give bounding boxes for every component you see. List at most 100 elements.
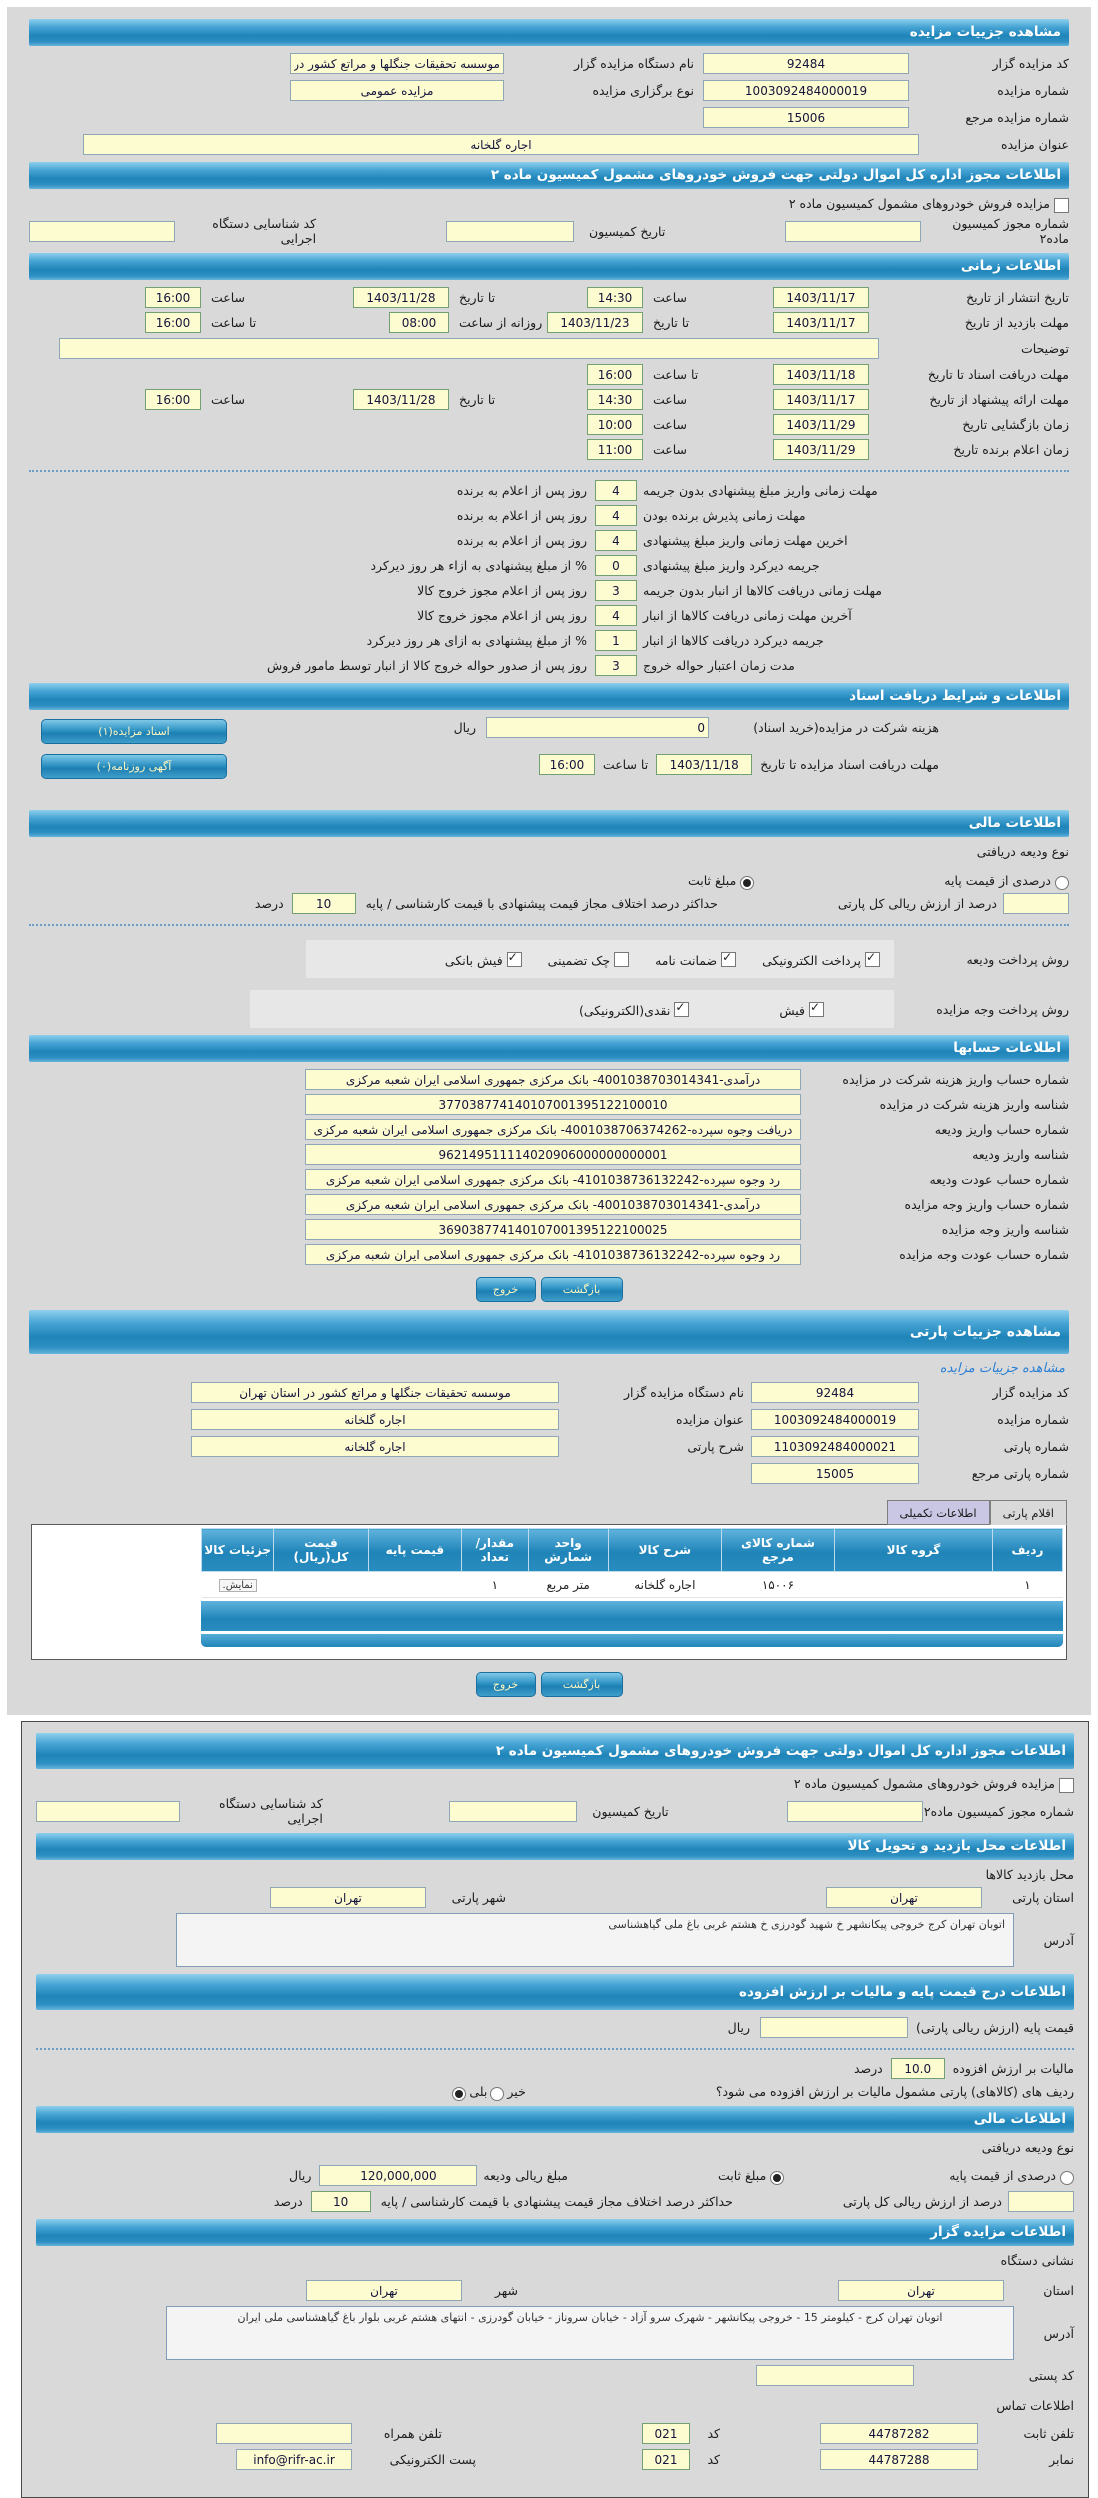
vat-input[interactable] bbox=[890, 2058, 945, 2079]
auction-details-link[interactable]: مشاهده جزییات مزایده bbox=[939, 1361, 1065, 1376]
bidder-code-input[interactable] bbox=[703, 53, 909, 74]
postal-code-input[interactable] bbox=[756, 2365, 914, 2386]
docs-deadline-time-input[interactable] bbox=[587, 364, 643, 385]
winner-announce-time-input[interactable] bbox=[587, 439, 643, 460]
account-row-input[interactable] bbox=[305, 1169, 801, 1190]
notes-input[interactable] bbox=[59, 338, 879, 359]
device-id-2-input[interactable] bbox=[35, 1800, 180, 1822]
auction-title-input[interactable] bbox=[83, 134, 919, 155]
penalty-value-input[interactable] bbox=[595, 580, 637, 601]
pay-cash-electronic-checkbox[interactable] bbox=[674, 1000, 690, 1017]
penalty-value-input[interactable] bbox=[595, 605, 637, 626]
deposit-percent-radio[interactable] bbox=[1055, 875, 1069, 890]
winner-announce-date-input[interactable] bbox=[773, 439, 869, 460]
deposit-fixed-2-radio[interactable] bbox=[770, 2170, 785, 2185]
party-org-input[interactable] bbox=[191, 1382, 559, 1403]
owner-address-field[interactable]: اتوبان تهران کرج - کیلومتر 15 - خروجی پی… bbox=[166, 2306, 1014, 2360]
deposit-percent-2-radio[interactable] bbox=[1060, 2170, 1074, 2185]
penalty-value-input[interactable] bbox=[595, 555, 637, 576]
auction-ref-input[interactable] bbox=[703, 107, 909, 128]
penalty-value-input[interactable] bbox=[595, 655, 637, 676]
publish-from-time-input[interactable] bbox=[587, 287, 643, 308]
party-no-input[interactable] bbox=[751, 1436, 919, 1457]
pay-guarantee-checkbox[interactable] bbox=[721, 950, 737, 967]
participation-fee-input[interactable] bbox=[486, 717, 709, 738]
visit-to-time-input[interactable] bbox=[145, 312, 201, 333]
phone-input[interactable] bbox=[820, 2423, 978, 2444]
party-province-input[interactable] bbox=[826, 1887, 982, 1908]
max-diff-2-input[interactable] bbox=[310, 2191, 371, 2212]
visit-to-date-input[interactable] bbox=[547, 312, 643, 333]
fax-input[interactable] bbox=[820, 2449, 978, 2470]
party-address-field[interactable]: اتوبان تهران کرج خروجی پیکانشهر خ شهید گ… bbox=[176, 1913, 1014, 1967]
account-row-input[interactable] bbox=[305, 1094, 801, 1115]
account-row-input[interactable] bbox=[305, 1244, 801, 1265]
account-row-input[interactable] bbox=[305, 1119, 801, 1140]
party-auction-title-input[interactable] bbox=[191, 1409, 559, 1430]
exit-button[interactable]: خروج bbox=[475, 1672, 536, 1697]
pay-cheque-checkbox[interactable] bbox=[614, 952, 630, 967]
deposit-percent-2-input[interactable] bbox=[1008, 2191, 1074, 2212]
owner-city-input[interactable] bbox=[306, 2280, 462, 2301]
show-details-link[interactable]: نمایش. bbox=[218, 1579, 257, 1592]
article2-checkbox-2[interactable] bbox=[1059, 1778, 1074, 1793]
deposit-fixed-radio[interactable] bbox=[740, 875, 755, 890]
offer-to-time-input[interactable] bbox=[145, 389, 201, 410]
offer-from-date-input[interactable] bbox=[773, 389, 869, 410]
max-diff-input[interactable] bbox=[291, 893, 356, 914]
fax-code-input[interactable] bbox=[642, 2449, 690, 2470]
party-city-input[interactable] bbox=[270, 1887, 426, 1908]
auction-no-input[interactable] bbox=[703, 80, 909, 101]
penalty-value-input[interactable] bbox=[595, 480, 637, 501]
owner-province-input[interactable] bbox=[838, 2280, 1004, 2301]
visit-daily-from-time-input[interactable] bbox=[389, 312, 449, 333]
back-button[interactable]: بازگشت bbox=[540, 1277, 623, 1302]
opening-time-input[interactable] bbox=[587, 414, 643, 435]
email-input[interactable] bbox=[236, 2449, 352, 2470]
org-name-input[interactable] bbox=[290, 53, 504, 74]
party-bidder-code-input[interactable] bbox=[751, 1382, 919, 1403]
mobile-input[interactable] bbox=[216, 2423, 352, 2444]
penalty-value-input[interactable] bbox=[595, 530, 637, 551]
vat-yes-radio[interactable] bbox=[452, 2086, 467, 2101]
permit-no-input[interactable] bbox=[785, 220, 922, 242]
account-row-input[interactable] bbox=[305, 1219, 801, 1240]
account-row-input[interactable] bbox=[305, 1194, 801, 1215]
offer-from-time-input[interactable] bbox=[587, 389, 643, 410]
deposit-amount-input[interactable] bbox=[319, 2165, 478, 2186]
pay-bankslip-checkbox[interactable] bbox=[506, 950, 522, 967]
tab-party-items[interactable]: اقلام پارتی bbox=[989, 1500, 1067, 1525]
offer-to-date-input[interactable] bbox=[353, 389, 449, 410]
article2-checkbox[interactable] bbox=[1054, 198, 1069, 213]
account-row-input[interactable] bbox=[305, 1069, 801, 1090]
opening-date-input[interactable] bbox=[773, 414, 869, 435]
publish-from-date-input[interactable] bbox=[773, 287, 869, 308]
phone-code-input[interactable] bbox=[642, 2423, 690, 2444]
vat-no-radio[interactable] bbox=[490, 2086, 505, 2101]
exit-button[interactable]: خروج bbox=[475, 1277, 536, 1302]
publish-to-time-input[interactable] bbox=[145, 287, 201, 308]
docs-receive-deadline-date-input[interactable] bbox=[656, 754, 753, 775]
visit-from-date-input[interactable] bbox=[773, 312, 869, 333]
party-desc-input[interactable] bbox=[191, 1436, 559, 1457]
publish-to-date-input[interactable] bbox=[353, 287, 449, 308]
party-auction-no-input[interactable] bbox=[751, 1409, 919, 1430]
pay-fish-checkbox[interactable] bbox=[809, 1000, 824, 1017]
permit-no-2-input[interactable] bbox=[786, 1800, 923, 1822]
commission-date-input[interactable] bbox=[446, 220, 575, 242]
deposit-percent-input[interactable] bbox=[1003, 893, 1069, 914]
pay-electronic-checkbox[interactable] bbox=[865, 950, 880, 967]
auction-docs-button[interactable]: اسناد مزایده(۱) bbox=[41, 719, 227, 744]
commission-date-2-input[interactable] bbox=[448, 1800, 577, 1822]
tab-additional-info[interactable]: اطلاعات تکمیلی bbox=[886, 1500, 990, 1525]
newspaper-ad-button[interactable]: آگهی روزنامه(۰) bbox=[41, 754, 227, 779]
docs-deadline-date-input[interactable] bbox=[773, 364, 869, 385]
account-row-input[interactable] bbox=[305, 1144, 801, 1165]
penalty-value-input[interactable] bbox=[595, 505, 637, 526]
penalty-value-input[interactable] bbox=[595, 630, 637, 651]
back-button[interactable]: بازگشت bbox=[540, 1672, 623, 1697]
base-price-input[interactable] bbox=[760, 2017, 909, 2038]
docs-receive-deadline-time-input[interactable] bbox=[538, 754, 595, 775]
device-id-input[interactable] bbox=[29, 220, 175, 242]
party-ref-input[interactable] bbox=[751, 1463, 919, 1484]
